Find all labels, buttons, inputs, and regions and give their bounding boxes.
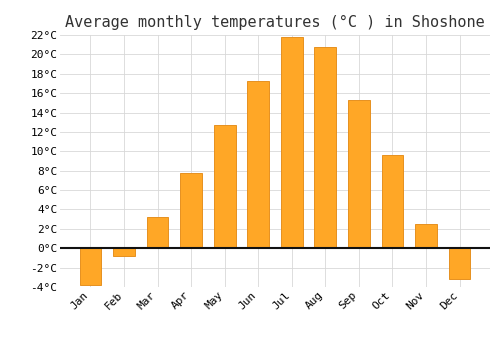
Bar <box>281 37 302 248</box>
Bar <box>382 155 404 248</box>
Title: Average monthly temperatures (°C ) in Shoshone: Average monthly temperatures (°C ) in Sh… <box>65 15 485 30</box>
Bar <box>348 100 370 248</box>
Bar <box>448 248 470 279</box>
Bar <box>80 248 102 285</box>
Bar <box>248 80 269 248</box>
Bar <box>180 173 202 248</box>
Bar <box>415 224 437 248</box>
Bar <box>113 248 135 256</box>
Bar <box>314 47 336 248</box>
Bar <box>214 125 236 248</box>
Bar <box>146 217 169 248</box>
